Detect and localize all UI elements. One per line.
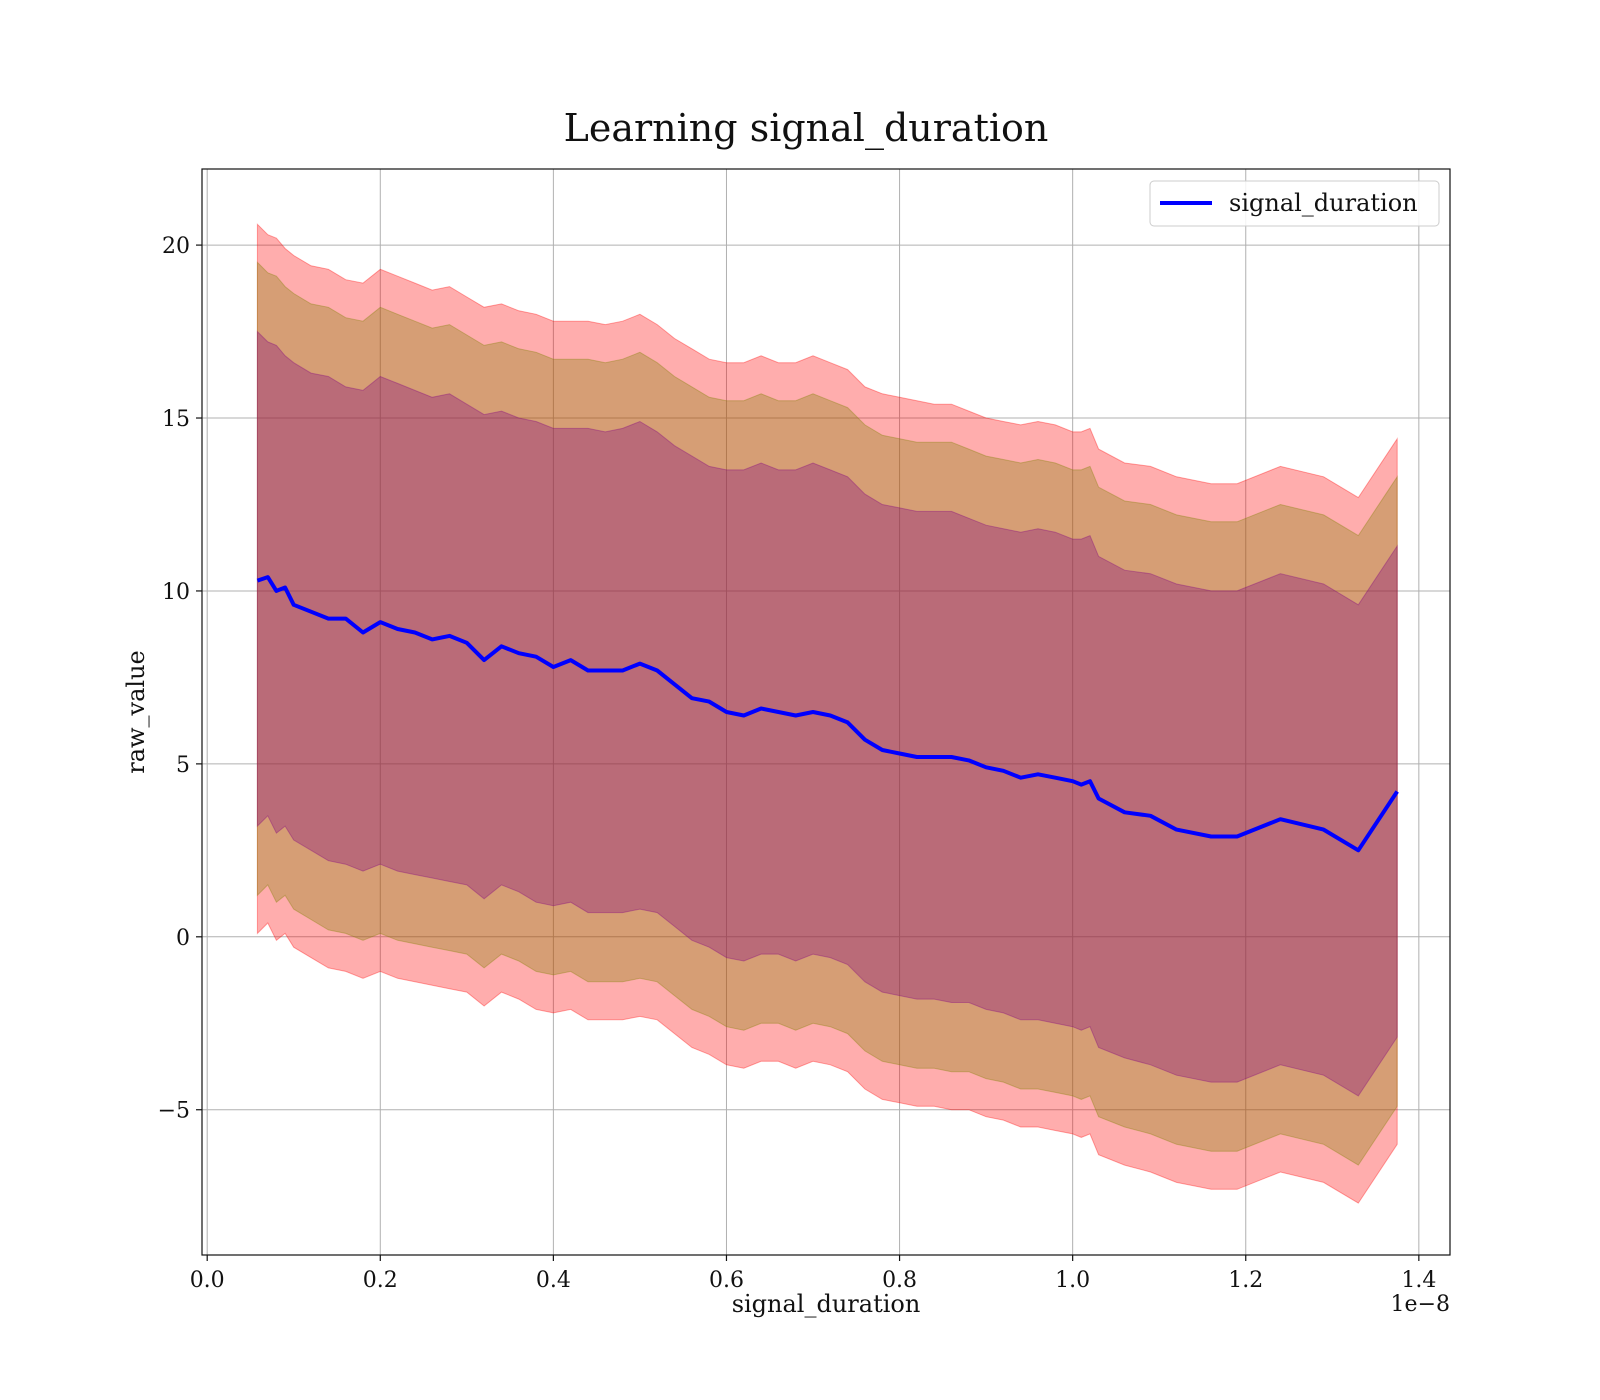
x-tick-label: 1.2 [1228,1268,1263,1293]
y-tick-label: −5 [158,1099,190,1124]
y-axis-ticks: −5 0 5 10 15 20 [158,234,202,1124]
y-tick-label: 15 [162,407,190,432]
grid [202,169,1450,1255]
series-lines [256,575,1399,853]
legend-label: signal_duration [1229,189,1418,217]
x-tick-label: 0.0 [190,1268,225,1293]
x-tick-label: 1.0 [1055,1268,1090,1293]
x-axis-label: signal_duration [732,1290,921,1318]
y-tick-label: 5 [176,753,190,778]
plot-frame [201,168,1451,1256]
x-tick-label: 0.8 [882,1268,917,1293]
x-tick-label: 0.4 [536,1268,571,1293]
x-axis-ticks: 0.0 0.2 0.4 0.6 0.8 1.0 1.2 1.4 [190,1255,1436,1293]
x-tick-label: 0.6 [709,1268,744,1293]
x-offset-text: 1e−8 [1391,1292,1450,1317]
y-tick-label: 10 [162,580,190,605]
y-tick-label: 0 [176,926,190,951]
x-tick-label: 0.2 [363,1268,398,1293]
series-line [256,575,1399,853]
chart-title: Learning signal_duration [564,106,1049,151]
legend-box [1149,180,1440,227]
legend: signal_duration [1149,180,1440,227]
y-axis-label: raw_value [122,650,150,774]
x-tick-label: 1.4 [1401,1268,1436,1293]
y-tick-label: 20 [162,234,190,259]
